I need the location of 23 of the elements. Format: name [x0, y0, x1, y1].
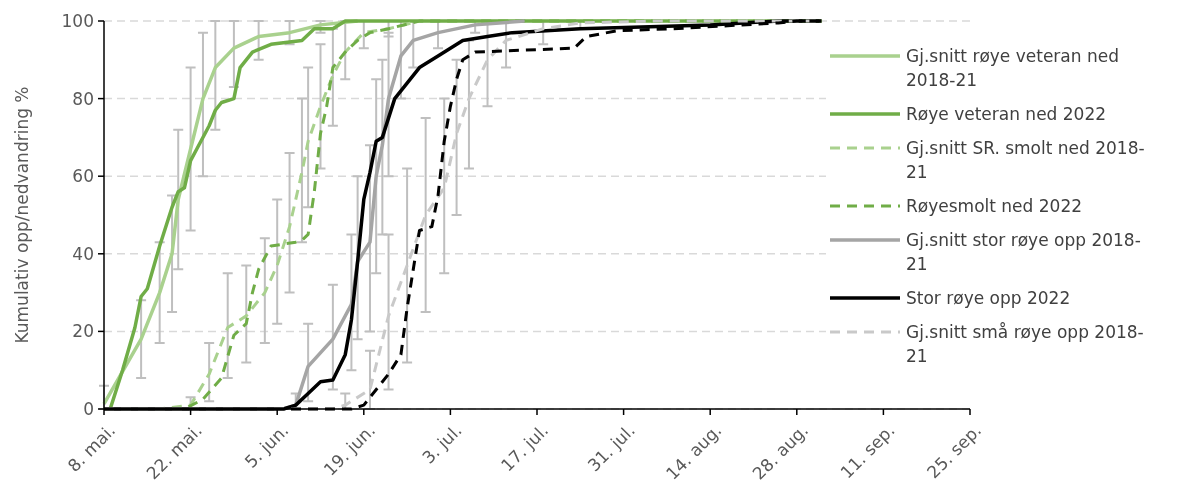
x-tick-label: 11. sep. [836, 420, 899, 483]
x-tick-label: 14. aug. [661, 420, 726, 484]
y-tick-label: 40 [72, 243, 94, 264]
x-tick-label: 25. sep. [923, 420, 986, 483]
legend-label: Gj.snitt røye veteran ned 2018-21 [906, 45, 1119, 90]
x-tick-label: 3. jul. [418, 420, 466, 468]
x-tick-label: 31. jul. [583, 420, 639, 476]
legend-label: Gj.snitt SR. smolt ned 2018-21 [906, 137, 1145, 182]
legend-label: Røyesmolt ned 2022 [906, 195, 1083, 216]
legend-label: Røye veteran ned 2022 [906, 103, 1107, 124]
x-tick-label: 17. jul. [497, 420, 553, 476]
x-tick-label: 28. aug. [748, 420, 813, 484]
y-tick-label: 80 [72, 88, 94, 109]
y-axis-title: Kumulativ opp/nedvandring % [12, 86, 32, 344]
y-tick-label: 0 [83, 398, 94, 419]
x-tick-label: 19. jun. [319, 420, 380, 480]
y-tick-label: 60 [72, 166, 94, 187]
legend-label: Gj.snitt små røye opp 2018-21 [906, 321, 1144, 366]
x-tick-label: 5. jun. [240, 420, 293, 472]
legend-label: Stor røye opp 2022 [906, 287, 1071, 308]
y-tick-label: 20 [72, 321, 94, 342]
legend-label: Gj.snitt stor røye opp 2018-21 [906, 229, 1141, 274]
y-tick-label: 100 [61, 10, 94, 31]
